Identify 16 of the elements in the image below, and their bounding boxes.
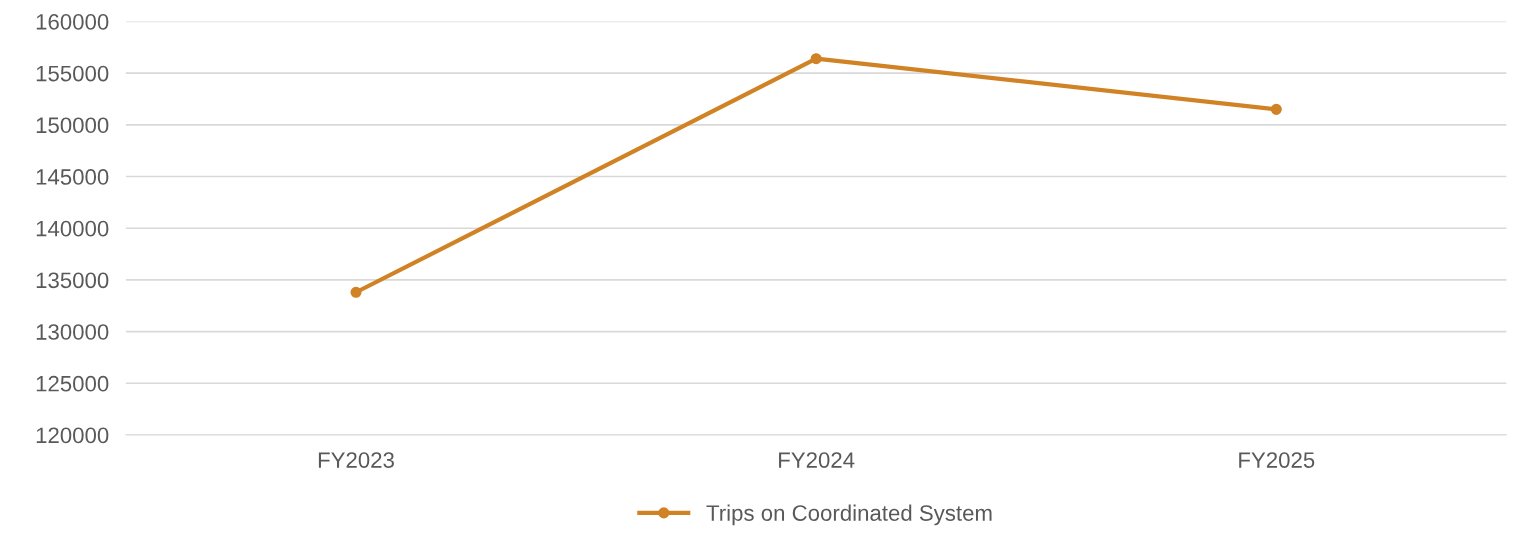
x-tick-label: FY2023 [318, 452, 394, 468]
y-tick-label: 145000 [36, 169, 109, 185]
x-tick-label: FY2024 [779, 452, 855, 468]
y-tick-label: 160000 [36, 14, 109, 30]
y-tick-label: 125000 [36, 375, 109, 392]
y-tick-label: 135000 [36, 272, 109, 289]
y-tick-label: 120000 [36, 427, 109, 444]
point [1270, 103, 1282, 115]
point [810, 53, 822, 65]
y-tick-label: 140000 [36, 220, 109, 237]
y-tick-label: 155000 [36, 65, 109, 82]
y-tick-label: 130000 [36, 324, 109, 340]
y-tick-label: 150000 [36, 117, 109, 134]
x-tick-label: FY2025 [1239, 452, 1315, 468]
legend-label: Trips on Coordinated System [706, 504, 992, 526]
point [350, 286, 362, 298]
